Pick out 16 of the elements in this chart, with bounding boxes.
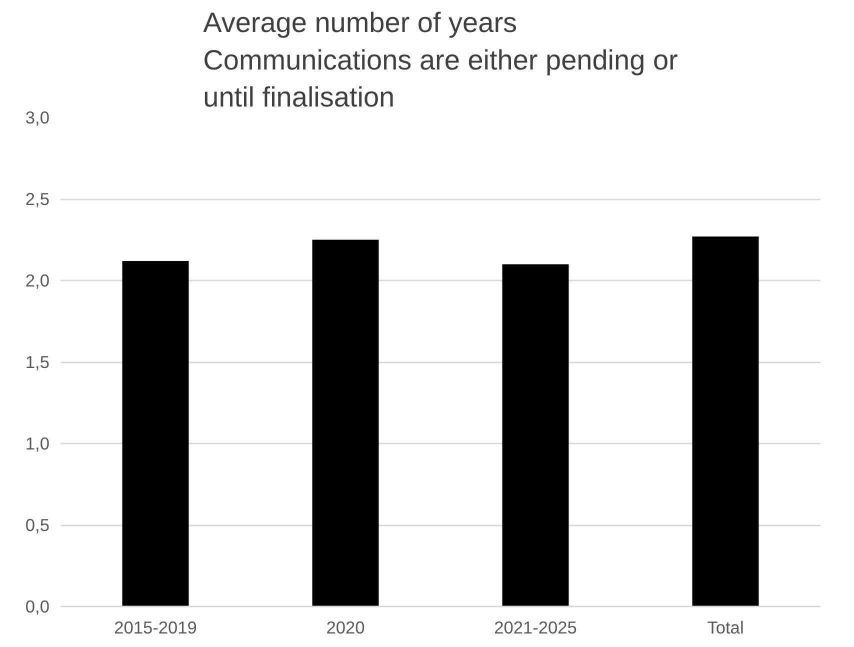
x-tick-label: 2021-2025 [494, 618, 577, 638]
y-tick-label: 0,0 [25, 596, 50, 616]
bar [692, 236, 759, 606]
x-tick-label: Total [707, 618, 744, 638]
y-tick-label: 1,0 [25, 434, 50, 454]
bar [312, 240, 379, 606]
x-tick-label: 2020 [326, 618, 365, 638]
y-tick-label: 0,5 [25, 515, 50, 535]
y-tick-label: 3,0 [25, 108, 50, 128]
bar [122, 260, 189, 606]
x-tick-label: 2015-2019 [114, 618, 197, 638]
y-tick-label: 1,5 [25, 352, 50, 372]
bar [502, 264, 569, 606]
chart-title: Average number of years Communications are either pending or until finalisation [203, 7, 678, 112]
y-tick-label: 2,0 [25, 270, 50, 290]
y-tick-label: 2,5 [25, 189, 50, 209]
